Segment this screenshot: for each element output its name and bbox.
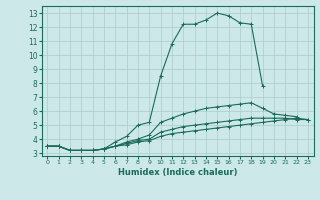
X-axis label: Humidex (Indice chaleur): Humidex (Indice chaleur) [118,168,237,177]
